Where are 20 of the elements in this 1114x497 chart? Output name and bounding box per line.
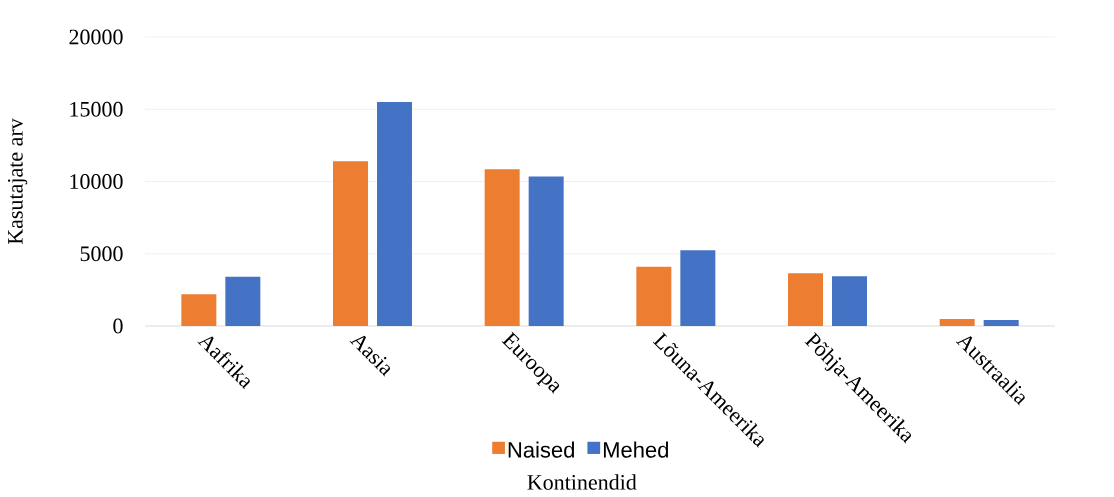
y-axis-title: Kasutajate arv	[7, 118, 28, 245]
bar	[225, 276, 261, 326]
bar	[181, 294, 217, 326]
y-tick-label: 15000	[70, 101, 123, 117]
bar	[333, 161, 368, 326]
y-tick-label: 0	[113, 318, 123, 334]
bar	[680, 250, 716, 326]
y-tick-label: 20000	[69, 29, 123, 45]
bar	[788, 273, 824, 326]
bar	[983, 319, 1019, 326]
legend-label: Naised	[508, 441, 574, 458]
bar	[528, 176, 564, 326]
bar	[377, 102, 412, 326]
bar	[939, 319, 975, 326]
x-axis-title: Kontinendid	[527, 474, 637, 490]
bar	[832, 276, 868, 326]
bar	[636, 266, 672, 326]
bar	[484, 169, 520, 326]
y-tick-label: 5000	[80, 246, 123, 262]
y-tick-label: 10000	[70, 174, 123, 189]
